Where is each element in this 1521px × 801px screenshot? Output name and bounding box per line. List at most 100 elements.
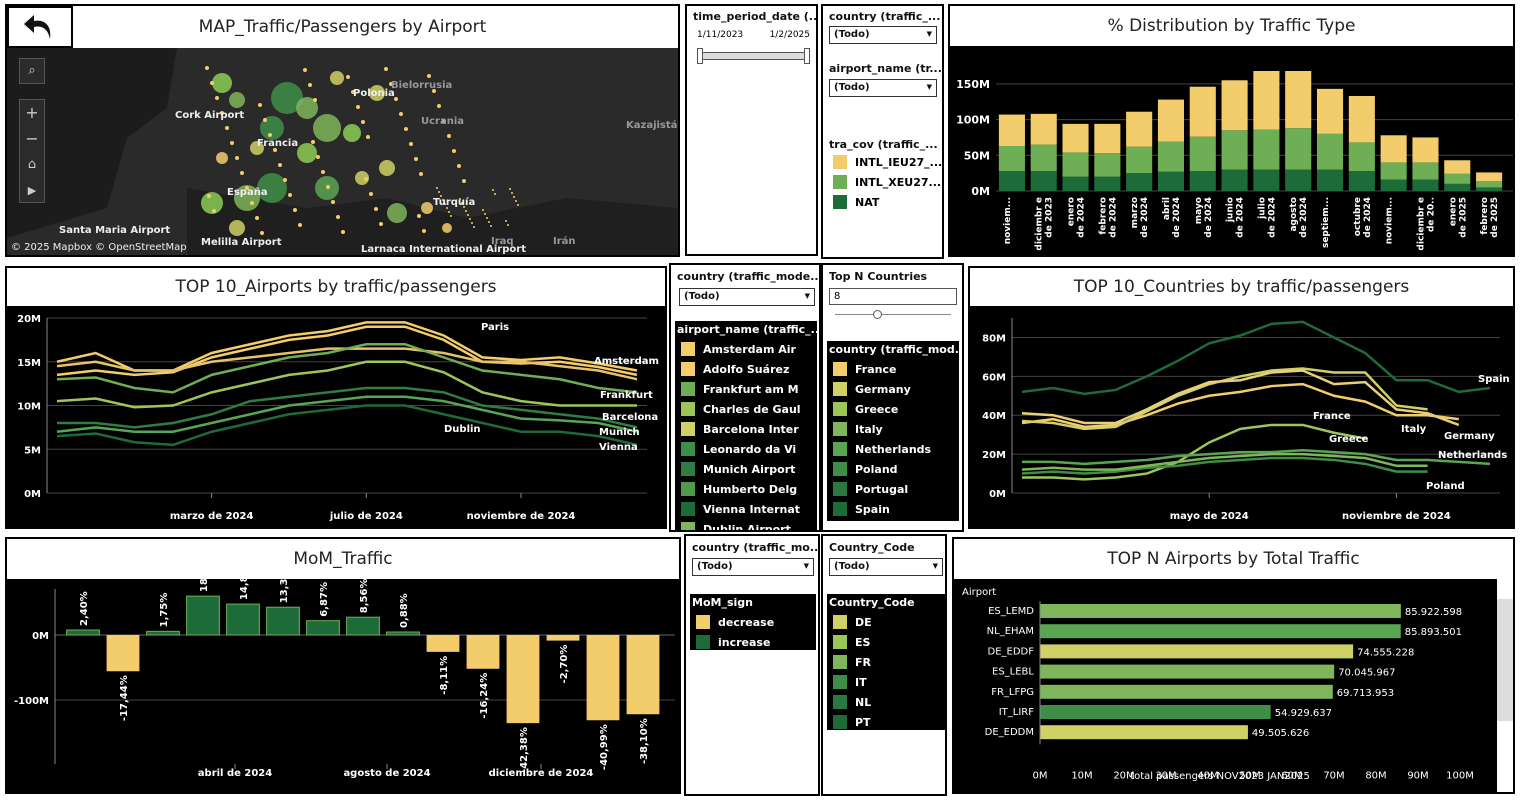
- airport-legend-item[interactable]: Humberto Delg: [675, 479, 817, 499]
- airport-legend-swatch: [681, 382, 695, 396]
- map-airport-dot: [212, 209, 216, 213]
- play-button[interactable]: ▶: [20, 178, 44, 204]
- topn-slider-handle[interactable]: [873, 310, 882, 319]
- country-legend-item[interactable]: Portugal: [827, 479, 959, 499]
- mom-value-label: 14,86%: [239, 579, 250, 600]
- line-series-poland: [1021, 456, 1428, 475]
- topn-airports-chart[interactable]: Airport ES_LEMD 85.922.598 NL_EHAM 85.893.50…: [954, 579, 1497, 792]
- airport-legend-item[interactable]: Amsterdam Air: [675, 339, 817, 359]
- topn-input[interactable]: 8: [829, 288, 957, 305]
- distribution-x-tick: de 2024: [1267, 197, 1277, 238]
- mom-chart[interactable]: 0M -100M 2,40% -17,44% 1,75% 18,69% 14,86% 13,3…: [7, 579, 679, 792]
- map-airport-dot: [515, 200, 517, 202]
- back-button[interactable]: [7, 6, 73, 48]
- topn-slider-track[interactable]: [835, 314, 951, 315]
- airport-select[interactable]: (Todo): [829, 79, 937, 97]
- airport-legend-item[interactable]: Dublin Airport: [675, 519, 817, 530]
- map-panel: MAP_Traffic/Passengers by Airport Cork A…: [5, 4, 680, 257]
- country-code-legend-items: DE ES FR IT NL PT: [827, 612, 945, 732]
- mom-value-label: -2,70%: [559, 645, 570, 684]
- country3-select[interactable]: (Todo): [692, 558, 814, 576]
- country-legend-swatch: [833, 502, 847, 516]
- distribution-bar-nat: [998, 171, 1025, 191]
- country-legend-item[interactable]: Germany: [827, 379, 959, 399]
- time-slider-end-handle[interactable]: [804, 48, 810, 64]
- top-countries-chart[interactable]: 0M 20M 40M 60M 80M mayo de 2024 noviembre de 2…: [970, 306, 1513, 527]
- topn-airport-label: DE_EDDM: [985, 727, 1034, 738]
- country-legend-item[interactable]: Spain: [827, 499, 959, 519]
- distribution-x-tick: de 2024: [1172, 197, 1182, 238]
- mom-title: MoM_Traffic: [7, 539, 679, 579]
- home-button[interactable]: ⌂: [20, 152, 44, 178]
- country-code-panel: Country_Code (Todo) Country_Code DE ES FR I…: [821, 534, 947, 796]
- map-airport-dot: [210, 81, 214, 85]
- topn-airports-title: TOP N Airports by Total Traffic: [954, 539, 1513, 579]
- country-code-legend-item[interactable]: PT: [827, 712, 945, 732]
- country-code-legend-item[interactable]: DE: [827, 612, 945, 632]
- country-code-legend-item[interactable]: ES: [827, 632, 945, 652]
- airport-legend-item[interactable]: Barcelona Inter: [675, 419, 817, 439]
- country-code-select[interactable]: (Todo): [829, 558, 943, 576]
- tra-cov-item[interactable]: INTL_IEU27_...: [827, 152, 942, 172]
- map-place-label: Polonia: [353, 88, 395, 99]
- country-legend-item[interactable]: France: [827, 359, 959, 379]
- map-airport-dot: [298, 223, 302, 227]
- mom-legend-item[interactable]: decrease: [690, 612, 816, 632]
- country-code-legend-label: IT: [855, 675, 867, 689]
- country-legend-item[interactable]: Italy: [827, 419, 959, 439]
- map-canvas[interactable]: Cork Airport Santa Maria Airport Melilla A…: [7, 48, 678, 255]
- distribution-x-tick: junio: [1226, 197, 1236, 223]
- airport-legend-item[interactable]: Charles de Gaul: [675, 399, 817, 419]
- distribution-x-tick: de 2024: [1363, 197, 1373, 238]
- zoom-out-button[interactable]: −: [20, 126, 44, 152]
- top-airports-panel: TOP 10_Airports by traffic/passengers 0M…: [5, 266, 667, 529]
- map-airport-bubble: [442, 223, 452, 233]
- map-airport-dot: [273, 148, 277, 152]
- mom-value-label: 2,40%: [79, 591, 90, 626]
- line-x-tick: julio de 2024: [329, 511, 403, 522]
- country-code-legend-item[interactable]: NL: [827, 692, 945, 712]
- topn-x-tick: 20M: [1113, 770, 1134, 781]
- distribution-bar-intl-ieu27-: [1380, 135, 1407, 163]
- country-code-legend-label: NL: [855, 695, 872, 709]
- tra-cov-item[interactable]: NAT: [827, 192, 942, 212]
- airport-legend-item[interactable]: Vienna Internat: [675, 499, 817, 519]
- topn-scrollbar[interactable]: [1497, 599, 1513, 721]
- country-legend-item[interactable]: Greece: [827, 399, 959, 419]
- line-series-label: Dublin: [444, 424, 481, 435]
- mom-x-tick: abril de 2024: [198, 768, 272, 779]
- line-series-barcelona: [56, 360, 637, 409]
- topn-airport-bar: [1040, 604, 1401, 618]
- country-code-legend-item[interactable]: IT: [827, 672, 945, 692]
- country-legend-label: Greece: [855, 402, 899, 416]
- topn-value-label: 49.505.626: [1252, 728, 1309, 739]
- map-airport-dot: [513, 196, 515, 198]
- mom-legend-item[interactable]: increase: [690, 632, 816, 652]
- airport-legend-item[interactable]: Frankfurt am M: [675, 379, 817, 399]
- map-airport-dot: [442, 199, 444, 201]
- tra-cov-item[interactable]: INTL_XEU27...: [827, 172, 942, 192]
- map-airport-dot: [463, 206, 465, 208]
- country2-select[interactable]: (Todo): [679, 288, 815, 306]
- map-airport-dot: [250, 201, 254, 205]
- top-airports-chart[interactable]: 0M 5M 10M 15M 20M marzo de 2024 julio de 2024 n…: [7, 306, 665, 527]
- time-range-slider[interactable]: [699, 52, 808, 60]
- play-icon: ▶: [27, 184, 37, 197]
- tra-cov-label: INTL_IEU27_...: [855, 155, 943, 169]
- zoom-in-button[interactable]: +: [20, 100, 44, 126]
- time-slider-start-handle[interactable]: [697, 48, 703, 64]
- country-code-legend-item[interactable]: FR: [827, 652, 945, 672]
- tra-cov-swatch: [833, 195, 847, 209]
- airport-legend-item[interactable]: Leonardo da Vi: [675, 439, 817, 459]
- topn-airport-bar: [1040, 725, 1248, 740]
- map-airport-dot: [505, 220, 507, 222]
- country-legend-item[interactable]: Poland: [827, 459, 959, 479]
- country-select[interactable]: (Todo): [829, 26, 937, 44]
- country-legend-item[interactable]: Netherlands: [827, 439, 959, 459]
- airport-legend-item[interactable]: Munich Airport: [675, 459, 817, 479]
- airport-legend-item[interactable]: Adolfo Suárez: [675, 359, 817, 379]
- distribution-x-tick: marzo: [1130, 197, 1140, 228]
- map-search-button[interactable]: ⌕: [19, 58, 45, 84]
- map-airport-bubble: [229, 220, 245, 236]
